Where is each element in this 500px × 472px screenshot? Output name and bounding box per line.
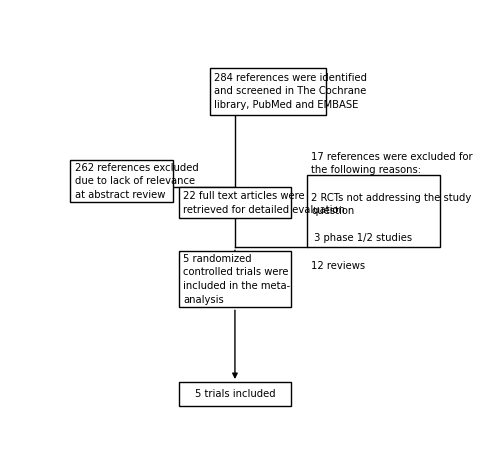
FancyBboxPatch shape — [179, 382, 291, 405]
FancyBboxPatch shape — [179, 187, 291, 219]
Text: 262 references excluded
due to lack of relevance
at abstract review: 262 references excluded due to lack of r… — [75, 162, 198, 200]
Text: 22 full text articles were
retrieved for detailed evaluation: 22 full text articles were retrieved for… — [184, 191, 346, 215]
FancyBboxPatch shape — [306, 175, 440, 247]
FancyBboxPatch shape — [70, 160, 173, 202]
Text: 5 randomized
controlled trials were
included in the meta-
analysis: 5 randomized controlled trials were incl… — [184, 254, 290, 304]
Text: 17 references were excluded for
the following reasons:

2 RCTs not addressing th: 17 references were excluded for the foll… — [312, 152, 473, 270]
FancyBboxPatch shape — [210, 67, 326, 115]
Text: 284 references were identified
and screened in The Cochrane
library, PubMed and : 284 references were identified and scree… — [214, 73, 368, 110]
FancyBboxPatch shape — [179, 251, 291, 307]
Text: 5 trials included: 5 trials included — [194, 389, 275, 399]
